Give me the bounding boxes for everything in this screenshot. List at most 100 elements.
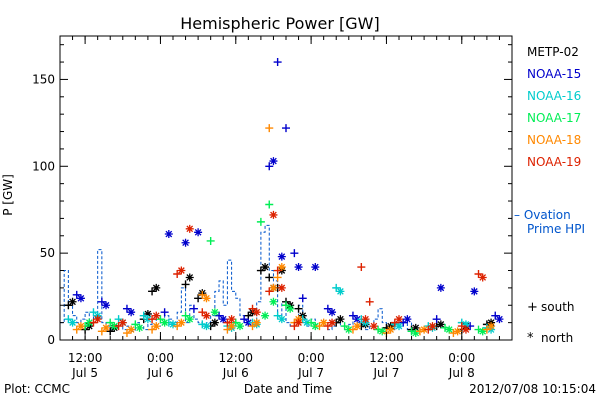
south-marker <box>390 318 399 327</box>
north-marker <box>252 318 261 327</box>
north-marker <box>269 283 278 292</box>
south-marker <box>106 327 115 336</box>
south-marker <box>64 315 73 324</box>
south-marker <box>340 322 349 331</box>
north-marker <box>453 327 462 336</box>
south-marker <box>131 320 140 329</box>
south-marker <box>72 325 81 334</box>
north-marker <box>395 322 403 331</box>
north-marker <box>487 322 496 331</box>
legend-entry-noaa-16: NOAA-16 <box>527 89 581 103</box>
north-marker <box>219 315 228 324</box>
legend-entry-noaa-18: NOAA-18 <box>527 133 581 147</box>
south-marker <box>231 318 240 327</box>
south-marker <box>323 304 332 313</box>
north-marker <box>277 283 286 292</box>
north-marker <box>436 320 445 329</box>
north-marker <box>428 322 437 331</box>
north-marker <box>361 315 370 324</box>
south-marker <box>160 308 169 317</box>
south-marker <box>290 249 299 258</box>
y-tick-label: 0 <box>47 333 55 347</box>
x-axis-label: Date and Time <box>244 382 332 396</box>
x-tick-date-label: Jul 7 <box>372 366 399 380</box>
legend-entry-noaa-19: NOAA-19 <box>527 155 581 169</box>
north-marker <box>185 273 194 282</box>
north-marker <box>85 318 94 327</box>
north-marker <box>403 315 412 324</box>
north-marker <box>461 320 470 329</box>
south-marker <box>365 297 374 306</box>
north-marker <box>185 315 194 324</box>
north-marker <box>311 263 320 272</box>
south-marker <box>114 315 123 324</box>
north-marker <box>110 322 119 331</box>
north-marker <box>302 318 311 327</box>
x-tick-time-label: 0:00 <box>147 351 174 365</box>
x-tick-time-label: 12:00 <box>68 351 103 365</box>
north-marker <box>127 325 136 334</box>
south-marker <box>265 162 274 171</box>
north-marker <box>495 315 504 324</box>
north-marker <box>411 323 420 332</box>
north-marker <box>369 322 378 331</box>
x-tick-time-label: 0:00 <box>448 351 475 365</box>
north-marker <box>328 318 337 327</box>
north-marker <box>127 308 136 317</box>
north-marker <box>93 315 102 324</box>
north-marker <box>244 318 253 327</box>
north-marker <box>328 308 337 317</box>
south-marker <box>298 294 307 303</box>
north-marker <box>177 266 186 275</box>
x-tick-date-label: Jul 7 <box>297 366 324 380</box>
north-marker <box>135 323 144 332</box>
north-marker <box>277 252 286 261</box>
north-marker <box>202 294 211 303</box>
south-marker <box>240 315 249 324</box>
south-marker <box>273 311 282 320</box>
south-marker <box>89 308 98 317</box>
north-marker <box>160 318 169 327</box>
series-noaa-17 <box>81 200 487 338</box>
north-marker <box>261 311 270 320</box>
south-marker <box>265 287 274 296</box>
plot-area <box>60 58 504 338</box>
north-marker <box>152 322 161 331</box>
south-marker <box>106 318 115 327</box>
y-tick-label: 50 <box>40 246 55 260</box>
north-marker <box>353 322 362 331</box>
south-marker <box>244 311 253 320</box>
north-marker <box>319 318 328 327</box>
north-marker <box>152 283 161 292</box>
legend-north-symbol: * <box>527 331 534 346</box>
south-marker <box>357 263 366 272</box>
south-marker <box>265 200 274 209</box>
north-marker <box>118 318 127 327</box>
series-noaa-19 <box>89 210 487 334</box>
footer-right: 2012/07/08 10:15:04 <box>469 382 596 396</box>
north-marker <box>143 315 152 324</box>
south-marker <box>181 311 190 320</box>
north-marker <box>378 327 387 336</box>
north-marker <box>194 228 203 237</box>
y-tick-label: 150 <box>32 72 55 86</box>
north-marker <box>102 323 111 332</box>
footer-left: Plot: CCMC <box>4 382 70 396</box>
north-marker <box>177 318 186 327</box>
north-marker <box>470 287 479 296</box>
south-marker <box>156 315 165 324</box>
north-marker <box>68 297 77 306</box>
south-marker <box>194 294 203 303</box>
south-marker <box>432 315 441 324</box>
legend-north-label: north <box>541 331 573 345</box>
north-marker <box>227 315 236 324</box>
south-marker <box>256 217 265 226</box>
south-marker <box>223 318 232 327</box>
north-marker <box>269 157 278 166</box>
south-marker <box>282 124 290 133</box>
north-marker <box>353 315 362 324</box>
south-marker <box>315 322 324 331</box>
south-marker <box>173 269 182 278</box>
